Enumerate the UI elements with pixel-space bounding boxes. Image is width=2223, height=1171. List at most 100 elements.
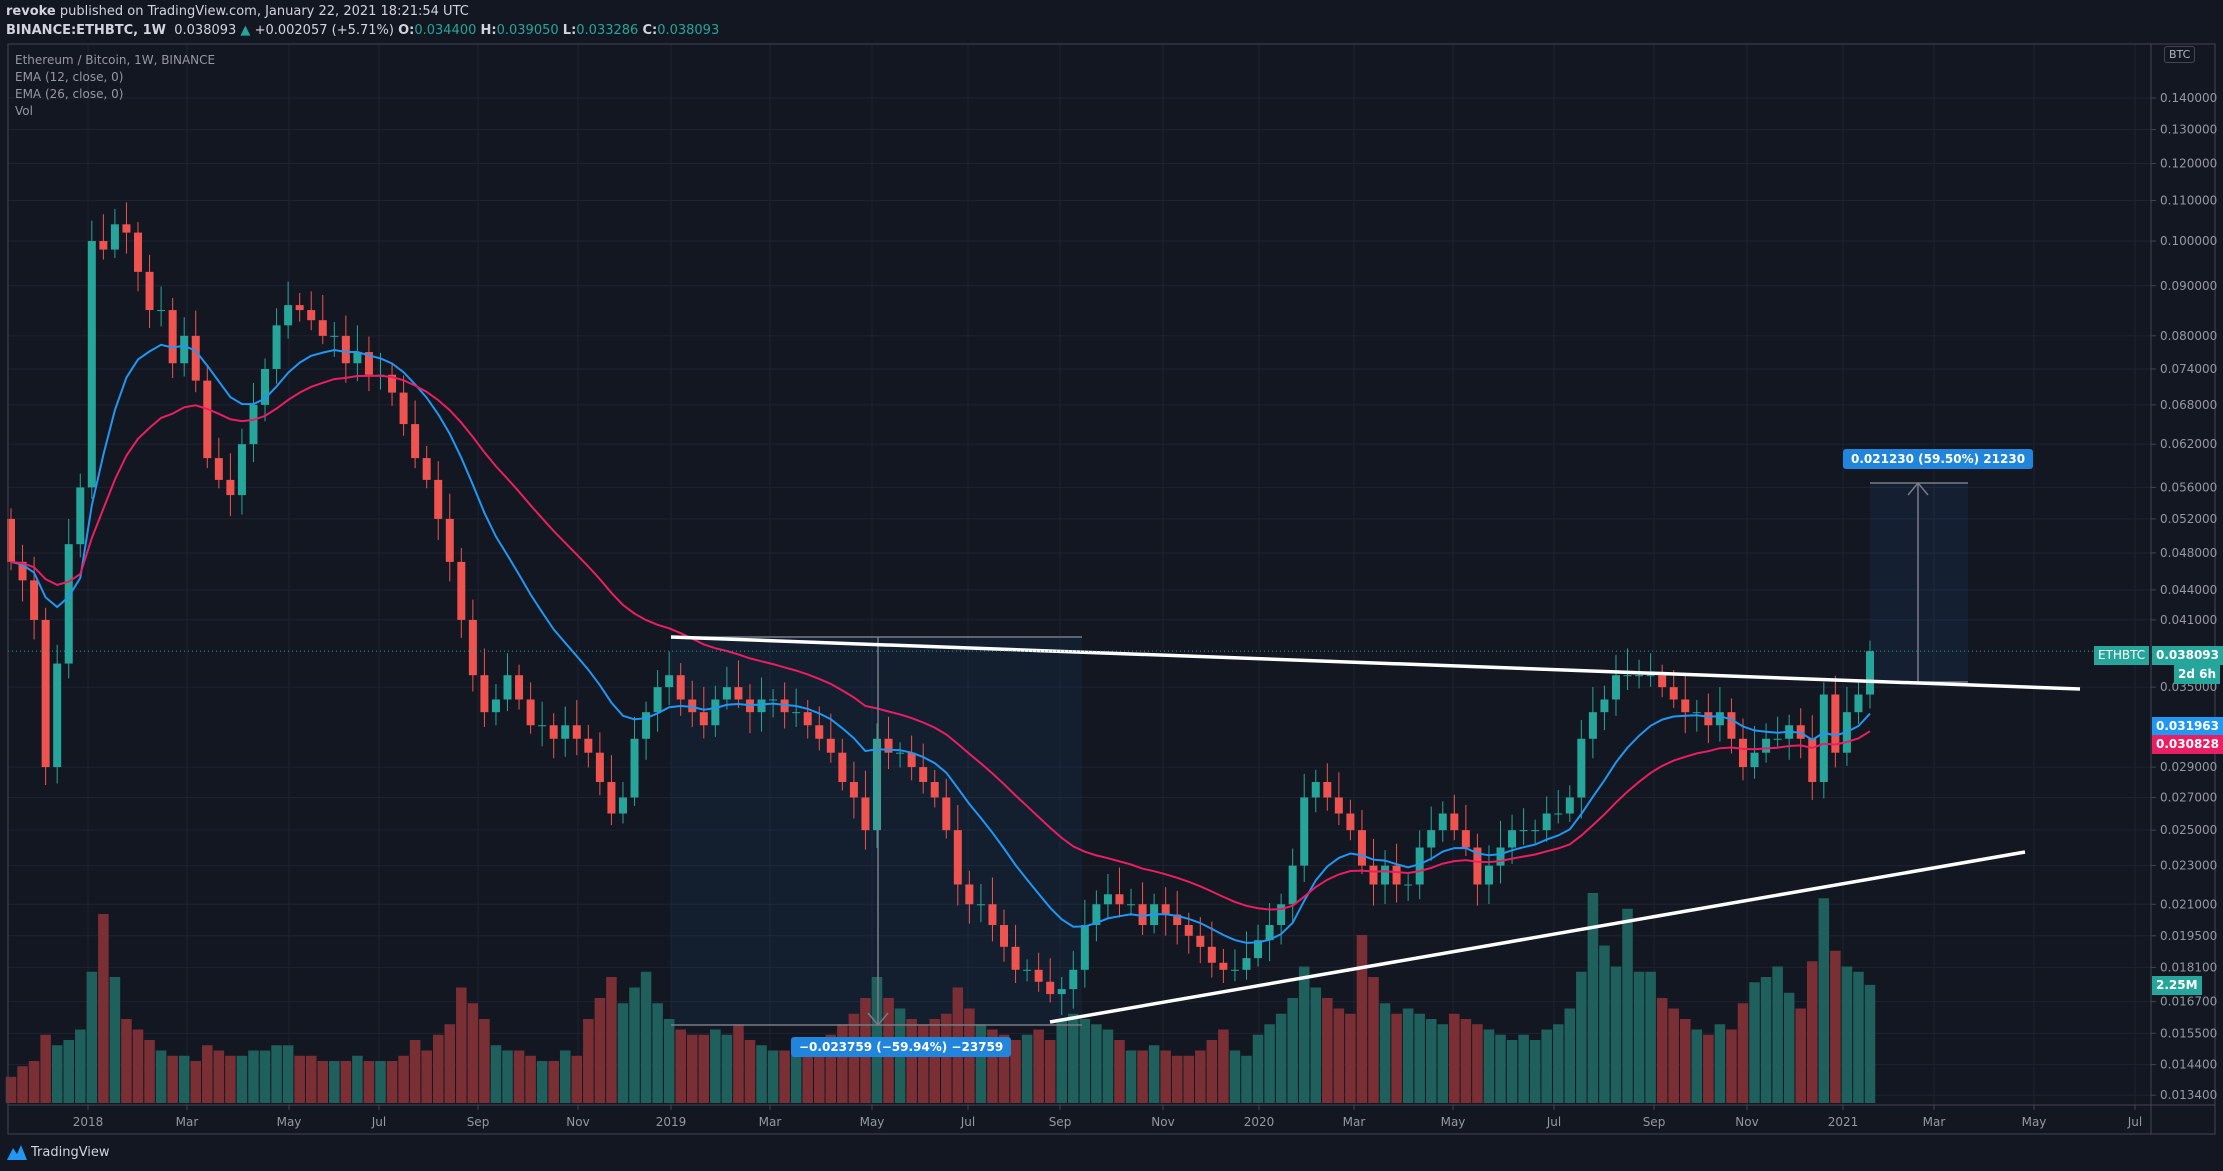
- volume-bar: [225, 1055, 236, 1103]
- x-tick-label: Mar: [1923, 1115, 1946, 1129]
- volume-bar: [583, 1019, 594, 1103]
- candle-up: [1103, 894, 1112, 905]
- x-tick-label: May: [1441, 1115, 1466, 1129]
- candle-down: [1831, 694, 1840, 753]
- candle-down: [584, 738, 593, 753]
- last-price-tag: 0.038093: [2152, 646, 2223, 665]
- x-tick-label: Mar: [1343, 1115, 1366, 1129]
- candle-down: [1138, 904, 1147, 926]
- volume-bar: [1529, 1040, 1541, 1103]
- candle-down: [572, 725, 581, 739]
- candle-up: [722, 687, 731, 700]
- volume-bar: [813, 1045, 825, 1103]
- ema-lines: [10, 343, 1871, 944]
- y-tick-label: 0.110000: [2160, 193, 2217, 207]
- x-tick-label: Sep: [1049, 1115, 1072, 1129]
- volume-bar: [75, 1029, 86, 1103]
- volume-bar: [1783, 992, 1795, 1103]
- candle-down: [364, 352, 373, 375]
- volume-bar: [1472, 1024, 1483, 1103]
- x-tick-label: 2020: [1244, 1115, 1275, 1129]
- candle-down: [1346, 813, 1355, 831]
- x-tick-label: May: [2022, 1115, 2047, 1129]
- candle-up: [665, 675, 674, 688]
- y-tick-label: 0.013400: [2160, 1088, 2217, 1102]
- legend-ema26[interactable]: EMA (26, close, 0): [15, 87, 124, 101]
- volume-bar: [1056, 1019, 1068, 1103]
- volume-bar: [1772, 966, 1783, 1103]
- candle-up: [1646, 675, 1655, 677]
- ema12-tag: 0.031963: [2152, 717, 2223, 736]
- volume-bar: [409, 1040, 421, 1103]
- candle-up: [503, 675, 512, 700]
- volume-bar: [109, 977, 121, 1103]
- volume-bar: [652, 1003, 663, 1103]
- legend-ema12[interactable]: EMA (12, close, 0): [15, 70, 124, 84]
- volume-bar: [571, 1055, 583, 1103]
- volume-bar: [271, 1045, 282, 1103]
- candle-down: [688, 699, 697, 713]
- volume-bar: [1044, 1040, 1056, 1103]
- candle-up: [630, 738, 639, 798]
- candle-down: [7, 518, 15, 562]
- candle-down: [168, 310, 177, 364]
- candle-up: [1484, 865, 1493, 885]
- candle-up: [1288, 865, 1297, 905]
- candle-down: [838, 752, 847, 783]
- candle-up: [1508, 830, 1517, 848]
- volume-bar: [63, 1040, 75, 1103]
- y-tick-label: 0.068000: [2160, 398, 2217, 412]
- volume-bar: [40, 1034, 51, 1103]
- volume-bar: [790, 1055, 802, 1103]
- volume-bar: [1449, 1013, 1460, 1103]
- volume-bar: [929, 1019, 940, 1103]
- tradingview-logo[interactable]: TradingView: [6, 1142, 110, 1162]
- volume-bar: [444, 1024, 456, 1103]
- candle-down: [988, 904, 997, 926]
- y-tick-label: 0.044000: [2160, 583, 2217, 597]
- y-tick-label: 0.016700: [2160, 995, 2217, 1009]
- x-tick-label: Jul: [1546, 1115, 1561, 1129]
- volume-bar: [1160, 1050, 1171, 1103]
- candle-down: [699, 712, 708, 726]
- candle-up: [272, 325, 281, 369]
- volume-bar: [1368, 977, 1379, 1103]
- candle-down: [399, 392, 408, 425]
- last-price: 0.038093: [174, 23, 237, 38]
- candle-down: [445, 518, 454, 562]
- candle-down: [953, 830, 962, 885]
- countdown-tag: 2d 6h: [2174, 665, 2221, 684]
- volume-bar: [756, 1045, 767, 1103]
- volume-bar: [167, 1055, 178, 1103]
- candle-down: [388, 374, 397, 393]
- candle-up: [711, 699, 720, 726]
- volume-bar: [1483, 1029, 1495, 1103]
- x-tick-label: Mar: [176, 1115, 199, 1129]
- brand-name: TradingView: [31, 1144, 110, 1160]
- y-tick-label: 0.041000: [2160, 613, 2217, 627]
- measure-up-label[interactable]: 0.021230 (59.50%) 21230: [1843, 449, 2034, 469]
- legend-volume[interactable]: Vol: [15, 104, 33, 118]
- volume-bar: [386, 1061, 398, 1103]
- volume-bar: [294, 1055, 305, 1103]
- candle-up: [64, 544, 73, 664]
- volume-bar: [340, 1061, 352, 1103]
- measure-down-label[interactable]: −0.023759 (−59.94%) −23759: [791, 1037, 1012, 1057]
- candle-down: [1334, 797, 1343, 814]
- currency-badge[interactable]: BTC: [2164, 46, 2196, 63]
- volume-bar: [1645, 971, 1656, 1103]
- ema26-tag: 0.030828: [2152, 735, 2223, 754]
- candle-up: [237, 444, 246, 496]
- legend-series[interactable]: Ethereum / Bitcoin, 1W, BINANCE: [15, 53, 216, 67]
- volume-bar: [1252, 1034, 1264, 1103]
- candle-down: [1738, 738, 1747, 768]
- volume-bar: [1541, 1029, 1552, 1103]
- author-name[interactable]: revoke: [6, 4, 56, 19]
- x-tick-label: May: [277, 1115, 302, 1129]
- candle-up: [261, 368, 270, 405]
- candle-up: [1254, 940, 1263, 959]
- volume-bar: [767, 1050, 779, 1103]
- volume-bar: [1091, 1024, 1102, 1103]
- x-tick-label: Nov: [566, 1115, 589, 1129]
